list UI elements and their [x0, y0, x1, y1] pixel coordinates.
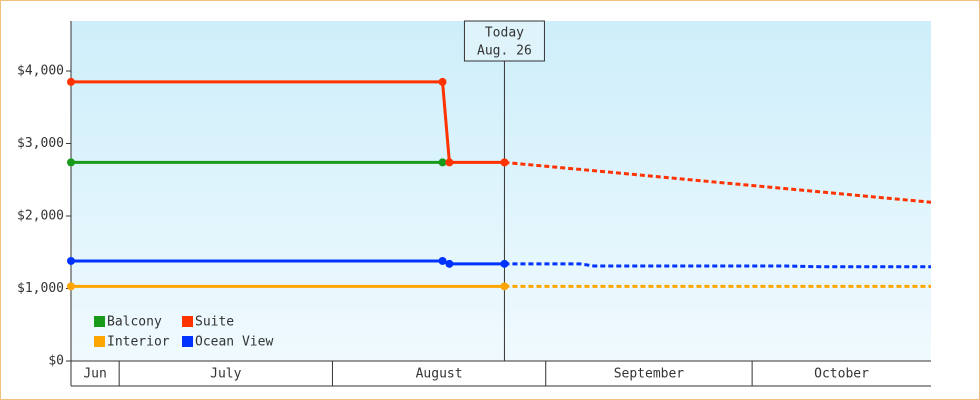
point	[438, 158, 447, 167]
x-tick-label: September	[614, 367, 685, 382]
point	[445, 158, 454, 167]
point	[67, 158, 75, 167]
x-tick-label: October	[814, 367, 869, 382]
point	[67, 77, 75, 86]
legend-swatch	[182, 316, 193, 327]
legend-label: Suite	[195, 315, 234, 330]
point	[67, 256, 75, 265]
x-tick-label: July	[210, 367, 241, 382]
y-tick-label: $2,000	[17, 209, 64, 224]
point	[438, 256, 447, 265]
x-tick-label: Jun	[83, 367, 106, 382]
legend-swatch	[182, 336, 193, 347]
today-box	[463, 20, 545, 62]
plot-area	[71, 21, 931, 361]
point	[438, 77, 447, 86]
point	[67, 282, 75, 291]
point	[500, 259, 509, 268]
legend-swatch	[94, 336, 105, 347]
y-tick-label: $4,000	[17, 64, 64, 79]
x-tick-label: August	[416, 367, 463, 382]
y-tick-label: $1,000	[17, 281, 64, 296]
line	[71, 80, 505, 164]
y-tick-label: $3,000	[17, 136, 64, 151]
point	[500, 158, 509, 167]
today-label: Today	[485, 26, 524, 41]
legend-label: Balcony	[107, 315, 162, 330]
today-label: Aug. 26	[477, 44, 532, 59]
legend-label: Ocean View	[195, 335, 273, 350]
point	[445, 259, 454, 268]
legend-label: Interior	[107, 335, 170, 350]
legend-swatch	[94, 316, 105, 327]
forecast-line	[504, 262, 931, 269]
y-tick-label: $0	[48, 354, 64, 369]
point	[500, 282, 509, 291]
